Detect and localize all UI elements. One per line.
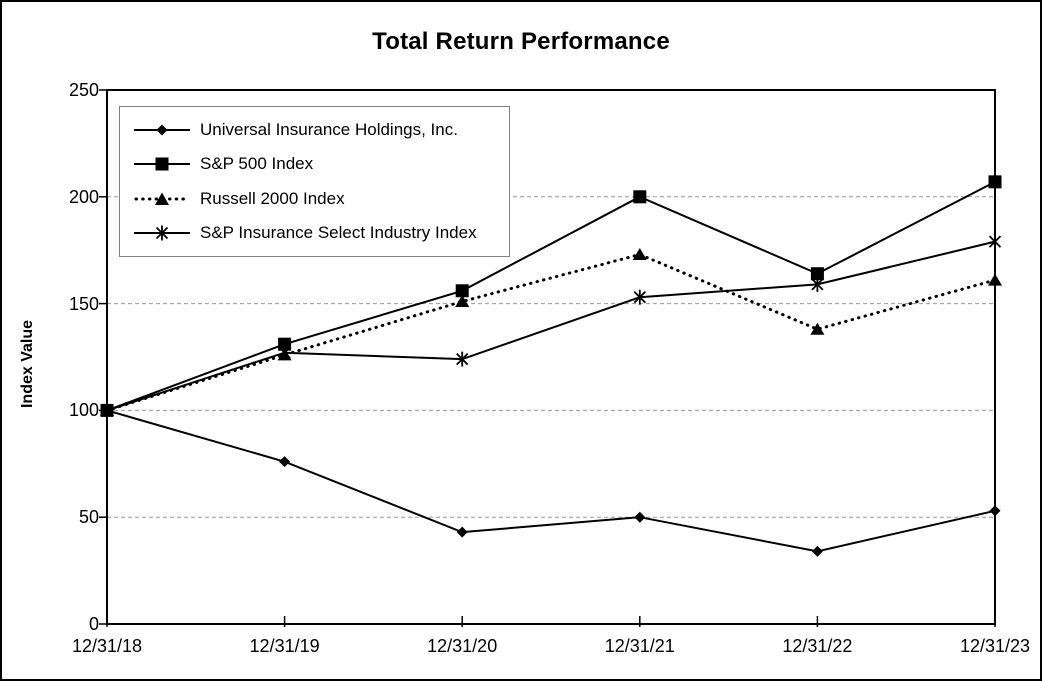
y-tick-label: 50 [78,507,99,528]
square-marker-icon [278,337,292,351]
diamond-marker-icon [134,124,190,136]
y-tick-label: 150 [68,293,99,314]
star-marker-icon [456,351,469,367]
series-line-triangle [105,252,997,412]
star-marker-icon [134,225,190,241]
legend-item-sp-insurance-select: S&P Insurance Select Industry Index [134,223,503,243]
y-tick-label: 100 [68,400,99,421]
square-marker-icon [100,403,114,417]
x-tick-label: 12/31/22 [782,636,853,656]
x-tick-label: 12/31/19 [249,636,320,656]
y-tick-label: 0 [88,614,99,634]
triangle-marker-icon [632,247,647,260]
square-marker-icon [810,267,824,281]
chart-title: Total Return Performance [372,28,670,55]
series-line-diamond [106,409,996,553]
triangle-marker-icon [455,294,470,307]
square-marker-icon [455,284,469,298]
star-marker-icon [633,289,646,305]
series-line-star [106,240,996,412]
diamond-marker-icon [811,545,823,557]
legend: Universal Insurance Holdings, Inc. S&P 5… [119,106,510,257]
triangle-marker-icon [134,192,190,205]
square-marker-icon [134,157,190,171]
diamond-marker-icon [634,511,646,523]
legend-item-russell2000: Russell 2000 Index [134,189,503,209]
x-tick-label: 12/31/18 [71,636,143,656]
diamond-marker-icon [989,505,1001,517]
legend-item-universal-insurance: Universal Insurance Holdings, Inc. [134,120,503,140]
legend-label: S&P 500 Index [200,154,314,174]
square-marker-icon [988,175,1002,189]
triangle-marker-icon [810,322,825,335]
triangle-marker-icon [277,348,292,361]
triangle-marker-icon [988,273,1002,286]
square-marker-icon [633,190,647,204]
series-line-square [106,180,996,412]
y-tick-label: 250 [68,80,99,100]
star-marker-icon [988,234,1002,250]
legend-label: Universal Insurance Holdings, Inc. [200,120,458,140]
x-tick-label: 12/31/20 [427,636,498,656]
diamond-marker-icon [279,456,291,468]
x-tick-label: 12/31/21 [604,636,675,656]
diamond-marker-icon [456,526,468,538]
plot-frame [106,89,996,625]
y-tick-label: 200 [68,186,99,207]
x-tick-label: 12/31/23 [959,636,1031,656]
legend-label: S&P Insurance Select Industry Index [200,222,477,242]
legend-item-sp500: S&P 500 Index [134,154,503,174]
legend-label: Russell 2000 Index [200,188,345,208]
